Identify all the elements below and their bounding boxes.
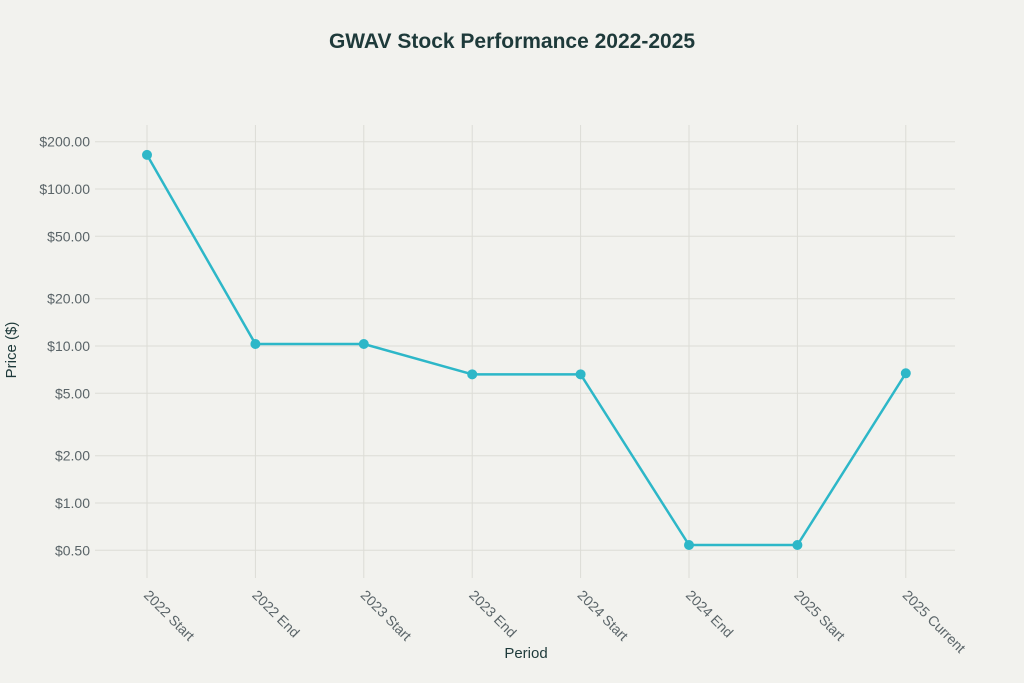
x-tick-label: 2022 Start [141, 587, 198, 644]
series-line [145, 154, 907, 547]
chart-title: GWAV Stock Performance 2022-2025 [328, 30, 696, 53]
data-point [358, 338, 369, 349]
y-axis-label: Price ($) [3, 322, 20, 379]
x-tick-label: 2024 Start [574, 587, 631, 644]
x-tick-label: 2023 Start [358, 587, 415, 644]
y-tick-label: $50.00 [47, 228, 90, 244]
y-tick-label: $10.00 [47, 338, 90, 354]
x-tick-label: 2023 End [466, 587, 520, 641]
y-tick-label: $20.00 [47, 291, 90, 307]
x-axis-label: Period [504, 645, 547, 662]
data-point [575, 369, 586, 380]
y-tick-label: $100.00 [39, 181, 90, 197]
data-point [900, 368, 911, 379]
data-point [467, 369, 478, 380]
x-tick-label: 2025 Current [900, 587, 969, 656]
x-tick-label: 2025 Start [791, 587, 848, 644]
y-tick-label: $5.00 [55, 385, 90, 401]
data-point [792, 540, 803, 551]
y-tick-label: $2.00 [55, 448, 90, 464]
y-tick-label: $200.00 [39, 134, 90, 150]
y-tick-label: $0.50 [55, 542, 90, 558]
x-tick-label: 2022 End [249, 587, 303, 641]
y-tick-label: $1.00 [55, 495, 90, 511]
x-tick-label: 2024 End [683, 587, 737, 641]
data-point [250, 338, 261, 349]
data-point [684, 540, 694, 551]
data-point [142, 149, 152, 160]
